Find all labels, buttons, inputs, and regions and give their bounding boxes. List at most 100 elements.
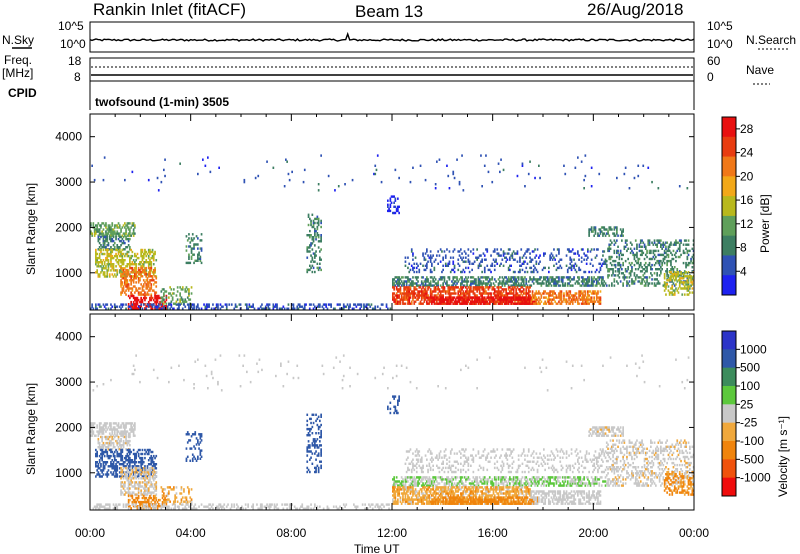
- heatmap-cell: [102, 232, 105, 235]
- heatmap-cell: [539, 292, 541, 295]
- heatmap-cell: [588, 230, 590, 233]
- heatmap-cell: [462, 296, 465, 299]
- heatmap-cell: [460, 302, 462, 305]
- heatmap-cell: [394, 205, 397, 208]
- heatmap-cell: [678, 255, 681, 259]
- heatmap-cell: [588, 228, 590, 231]
- heatmap-cell: [115, 232, 117, 235]
- heatmap-cell: [179, 162, 181, 165]
- heatmap-cell: [112, 239, 115, 243]
- heatmap-cell: [653, 253, 656, 257]
- heatmap-cell: [199, 255, 202, 258]
- heatmap-cell: [120, 446, 122, 449]
- heatmap-cell: [408, 286, 411, 289]
- heatmap-cell: [540, 284, 543, 287]
- heatmap-cell: [467, 254, 470, 257]
- heatmap-cell: [131, 485, 134, 488]
- heatmap-cell: [160, 305, 163, 308]
- heatmap-cell: [422, 284, 424, 287]
- heatmap-cell: [111, 473, 114, 476]
- heatmap-cell: [580, 280, 583, 283]
- heatmap-cell: [496, 298, 499, 301]
- heatmap-cell: [507, 300, 510, 303]
- heatmap-cell: [599, 300, 602, 303]
- heatmap-cell: [593, 296, 595, 299]
- heatmap-cell: [452, 296, 455, 299]
- heatmap-cell: [651, 274, 653, 277]
- heatmap-cell: [648, 257, 651, 261]
- heatmap-cell: [675, 287, 677, 290]
- heatmap-cell: [657, 239, 660, 242]
- heatmap-cell: [526, 292, 529, 295]
- heatmap-cell: [111, 465, 114, 468]
- heatmap-cell: [441, 300, 443, 303]
- heatmap-cell: [497, 282, 500, 285]
- heatmap-cell: [131, 307, 134, 310]
- heatmap-cell: [132, 468, 135, 472]
- heatmap-cell: [559, 264, 562, 267]
- heatmap-cell: [465, 298, 467, 301]
- heatmap-cell: [120, 266, 122, 270]
- heatmap-cell: [460, 256, 462, 259]
- heatmap-cell: [316, 227, 319, 231]
- heatmap-cell: [107, 465, 110, 468]
- heatmap-cell: [127, 454, 130, 458]
- heatmap-cell: [132, 448, 135, 452]
- heatmap-cell: [529, 286, 531, 289]
- heatmap-cell: [478, 282, 481, 285]
- heatmap-cell: [436, 294, 438, 297]
- heatmap-cell: [665, 251, 667, 255]
- heatmap-cell: [495, 300, 497, 303]
- heatmap-cell: [320, 258, 322, 261]
- heatmap-cell: [97, 230, 100, 233]
- heatmap-cell: [132, 471, 135, 474]
- heatmap-cell: [129, 228, 131, 231]
- heatmap-cell: [90, 434, 92, 437]
- heatmap-cell: [521, 276, 524, 279]
- heatmap-cell: [599, 302, 602, 305]
- heatmap-cell: [605, 228, 608, 231]
- heatmap-cell: [422, 254, 424, 257]
- heatmap-cell: [116, 271, 119, 274]
- heatmap-cell: [566, 278, 569, 281]
- beam-title: Beam 13: [355, 2, 423, 21]
- heatmap-cell: [499, 292, 501, 295]
- heatmap-cell: [126, 448, 129, 452]
- heatmap-cell: [609, 268, 612, 271]
- heatmap-cell: [126, 273, 129, 276]
- heatmap-cell: [412, 294, 414, 297]
- heatmap-cell: [125, 430, 127, 433]
- heatmap-cell: [427, 284, 429, 287]
- heatmap-cell: [471, 268, 473, 272]
- heatmap-cell: [686, 263, 689, 267]
- heatmap-cell: [110, 259, 112, 262]
- heatmap-cell: [291, 170, 293, 174]
- heatmap-cell: [103, 263, 106, 266]
- heatmap-cell: [100, 224, 102, 227]
- heatmap-cell: [687, 239, 690, 242]
- heatmap-cell: [578, 292, 580, 295]
- heatmap-cell: [468, 294, 471, 297]
- heatmap-cell: [493, 298, 496, 301]
- heatmap-cell: [105, 248, 107, 252]
- heatmap-cell: [397, 284, 399, 287]
- heatmap-cell: [689, 275, 691, 278]
- heatmap-cell: [495, 296, 497, 299]
- heatmap-cell: [599, 230, 602, 233]
- heatmap-cell: [470, 302, 472, 305]
- heatmap-cell: [146, 475, 149, 478]
- heatmap-cell: [410, 250, 413, 253]
- heatmap-cell: [413, 282, 416, 285]
- heatmap-cell: [516, 260, 519, 263]
- heatmap-cell: [612, 272, 614, 275]
- heatmap-cell: [127, 489, 130, 492]
- heatmap-cell: [438, 296, 441, 299]
- heatmap-cell: [356, 303, 359, 306]
- heatmap-cell: [538, 282, 540, 285]
- heatmap-cell: [309, 234, 311, 237]
- heatmap-cell: [676, 249, 679, 253]
- heatmap-cell: [95, 465, 97, 468]
- heatmap-cell: [624, 241, 627, 244]
- heatmap-cell: [626, 243, 628, 246]
- heatmap-cell: [129, 263, 131, 266]
